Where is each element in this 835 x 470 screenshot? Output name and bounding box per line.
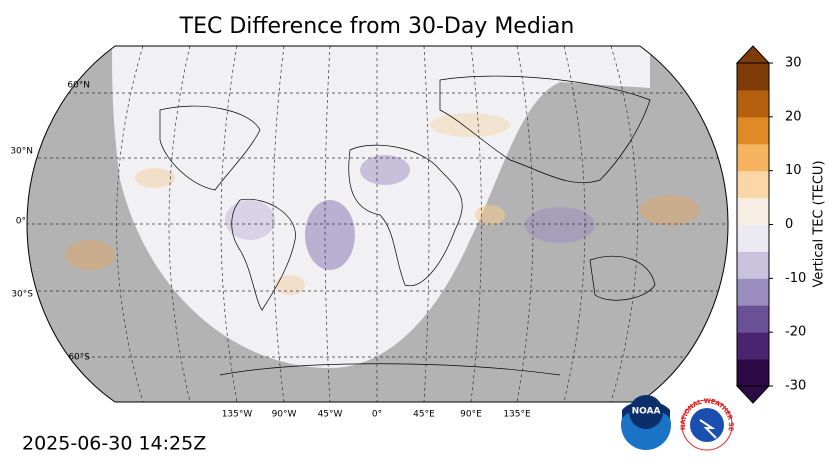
lon-label: 45°W (318, 410, 343, 420)
lat-label: 60°N (67, 81, 90, 91)
map (27, 46, 728, 402)
colorbar-band (737, 251, 769, 279)
lon-label: 0° (372, 410, 382, 420)
lon-label: 135°W (222, 410, 253, 420)
colorbar-tick-label: -20 (785, 325, 806, 340)
lat-label: 30°N (10, 147, 33, 157)
colorbar: -30 -20 -10 0 10 20 30 (735, 45, 806, 404)
colorbar-tick-label: 30 (785, 56, 802, 71)
title: TEC Difference from 30-Day Median (179, 14, 575, 39)
lon-label: 90°W (272, 410, 297, 420)
day-region (112, 46, 650, 368)
coastlines (159, 75, 656, 376)
lon-label: 45°E (413, 410, 435, 420)
colorbar-band (737, 197, 769, 225)
noaa-text: NOAA (632, 407, 661, 417)
graticule (27, 46, 728, 402)
lat-label: 0° (16, 217, 26, 227)
colorbar-band (737, 143, 769, 172)
colorbar-tick-label: 20 (785, 109, 802, 124)
tec-anomalies (65, 113, 700, 295)
lon-labels: 135°W 90°W 45°W 0° 45°E 90°E 135°E (222, 410, 531, 420)
lat-label: 30°S (11, 290, 33, 300)
colorbar-label: Vertical TEC (TECU) (812, 160, 827, 287)
colorbar-band (737, 89, 769, 118)
colorbar-tick-label: 10 (785, 163, 802, 178)
colorbar-band (737, 224, 769, 252)
colorbar-extend-bottom (735, 385, 771, 404)
lon-label: 90°E (460, 410, 482, 420)
colorbar-band (737, 305, 769, 333)
colorbar-tick-label: -30 (785, 379, 806, 394)
colorbar-band (737, 278, 769, 306)
lon-label: 135°E (503, 410, 531, 420)
colorbar-band (737, 63, 769, 91)
noaa-logo: NOAA (621, 395, 671, 450)
colorbar-band (737, 170, 769, 199)
colorbar-tick-label: 0 (785, 217, 793, 232)
colorbar-band (737, 359, 769, 387)
lat-labels: 60°N 30°N 0° 30°S 60°S (10, 81, 90, 363)
colorbar-band (737, 116, 769, 145)
timestamp: 2025-06-30 14:25Z (22, 433, 206, 455)
colorbar-tick-label: -10 (785, 271, 806, 286)
colorbar-band (737, 332, 769, 360)
colorbar-extend-top (735, 45, 771, 64)
lat-label: 60°S (68, 353, 90, 363)
